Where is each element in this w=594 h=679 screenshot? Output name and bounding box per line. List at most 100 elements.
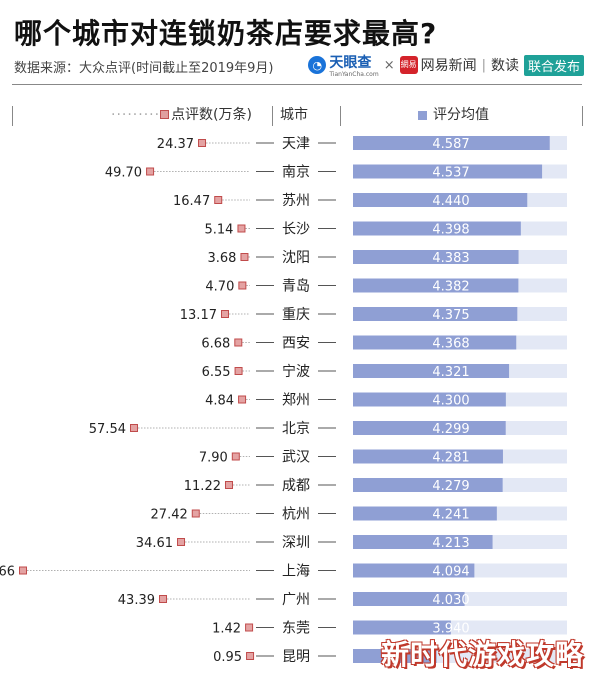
score-bar [353,250,519,264]
review-marker [237,224,246,233]
city-label: 武汉 [282,450,310,466]
city-label: 北京 [282,421,310,437]
review-marker [19,566,27,575]
review-value-label: 1.42 [212,622,241,637]
review-value-label: 5.14 [205,223,234,238]
review-value-label: 111.66 [0,565,15,580]
score-bar [353,364,510,378]
review-marker [177,538,186,546]
review-value-label: 6.55 [202,365,231,380]
score-value-label: 4.300 [432,394,469,409]
city-label: 深圳 [282,535,310,551]
reviews-header-label: 点评数(万条) [171,107,252,123]
tianyancha-icon: ◔ [308,56,327,74]
review-marker [238,395,247,404]
chart-header: ········· 点评数(万条) 城市 评分均值 [0,94,594,134]
review-marker [224,481,233,489]
score-bar [353,164,543,179]
city-label: 南京 [282,165,310,181]
right-bracket [582,106,583,126]
times-sign: × [383,57,395,73]
review-marker [234,367,243,375]
score-value-label: 4.321 [432,365,469,380]
review-marker [129,424,138,432]
score-bar [353,592,465,606]
score-bar [353,563,475,578]
review-value-label: 24.37 [157,137,194,152]
score-value-label: 4.382 [432,280,469,295]
review-value-label: 27.42 [151,508,188,523]
score-bar [353,478,503,492]
score-value-label: 4.383 [432,251,469,266]
review-value-label: 11.22 [184,479,221,494]
city-label: 长沙 [282,222,310,238]
review-value-label: 49.70 [105,166,142,181]
review-marker [146,167,155,176]
review-value-label: 6.68 [201,337,230,352]
review-value-label: 16.47 [173,194,210,209]
wangyi-name: 网易新闻 [420,58,477,74]
title-divider [12,84,582,85]
score-value-label: 4.440 [432,194,469,209]
score-value-label: 4.368 [432,337,469,352]
review-value-label: 0.95 [213,650,242,665]
score-bar [353,421,506,435]
score-bar [353,506,497,521]
left-bracket [12,106,13,126]
score-value-label: 4.279 [432,479,469,494]
review-marker [159,595,168,603]
city-label: 苏州 [282,193,310,209]
score-value-label: 4.375 [432,308,469,323]
score-value-label: 4.241 [432,508,469,523]
joint-release-badge: 联合发布 [523,54,584,76]
score-bar [353,649,437,663]
review-value-label: 34.61 [136,536,173,551]
score-bar [353,449,503,464]
review-marker [198,139,207,147]
tianyancha-logo: ◔ 天眼查 TianYanCha.com [308,52,379,78]
score-bar [353,307,518,321]
score-bar [353,221,521,236]
city-label: 杭州 [282,507,310,523]
score-value-label: 3.940 [432,622,469,637]
review-value-label: 7.90 [199,451,228,466]
review-marker [240,253,249,261]
score-bar [353,392,506,407]
tianyancha-sub: TianYanCha.com [329,71,379,78]
data-source: 数据来源：大众点评(时间截止至2019年9月) [14,61,274,76]
city-label: 青岛 [282,279,310,295]
review-marker [220,310,229,318]
score-header-label: 评分均值 [433,107,489,123]
review-value-label: 3.68 [207,251,236,266]
score-bar [353,278,519,293]
city-label: 成都 [282,478,310,494]
logo-separator: | [481,57,486,73]
review-marker [238,281,247,290]
shudu-label: 数读 [490,58,519,74]
wangyi-logo: 網易 网易新闻 [399,55,477,75]
review-value-label: 4.84 [205,394,234,409]
review-marker [234,338,243,347]
score-value-label: 4.213 [432,536,469,551]
reviews-header: ········· 点评数(万条) [62,104,252,124]
mid-bracket-left [272,106,273,126]
score-value-label: 4.537 [432,166,469,181]
city-label: 广州 [282,592,310,608]
score-bar [353,620,451,635]
city-label: 重庆 [282,307,310,323]
city-label: 天津 [282,136,310,152]
review-marker [246,652,255,660]
review-value-label: 13.17 [180,308,217,323]
score-value-label: 4.299 [432,422,469,437]
review-marker [214,196,223,204]
reviews-legend-marker [160,110,170,119]
score-value-label: 4.281 [432,451,469,466]
city-header: 城市 [280,107,308,123]
city-label: 西安 [282,336,310,352]
review-marker [191,509,200,518]
review-value-label: 43.39 [118,593,155,608]
score-legend-marker [418,110,427,120]
review-value-label: 4.70 [205,280,234,295]
review-marker [245,623,254,632]
